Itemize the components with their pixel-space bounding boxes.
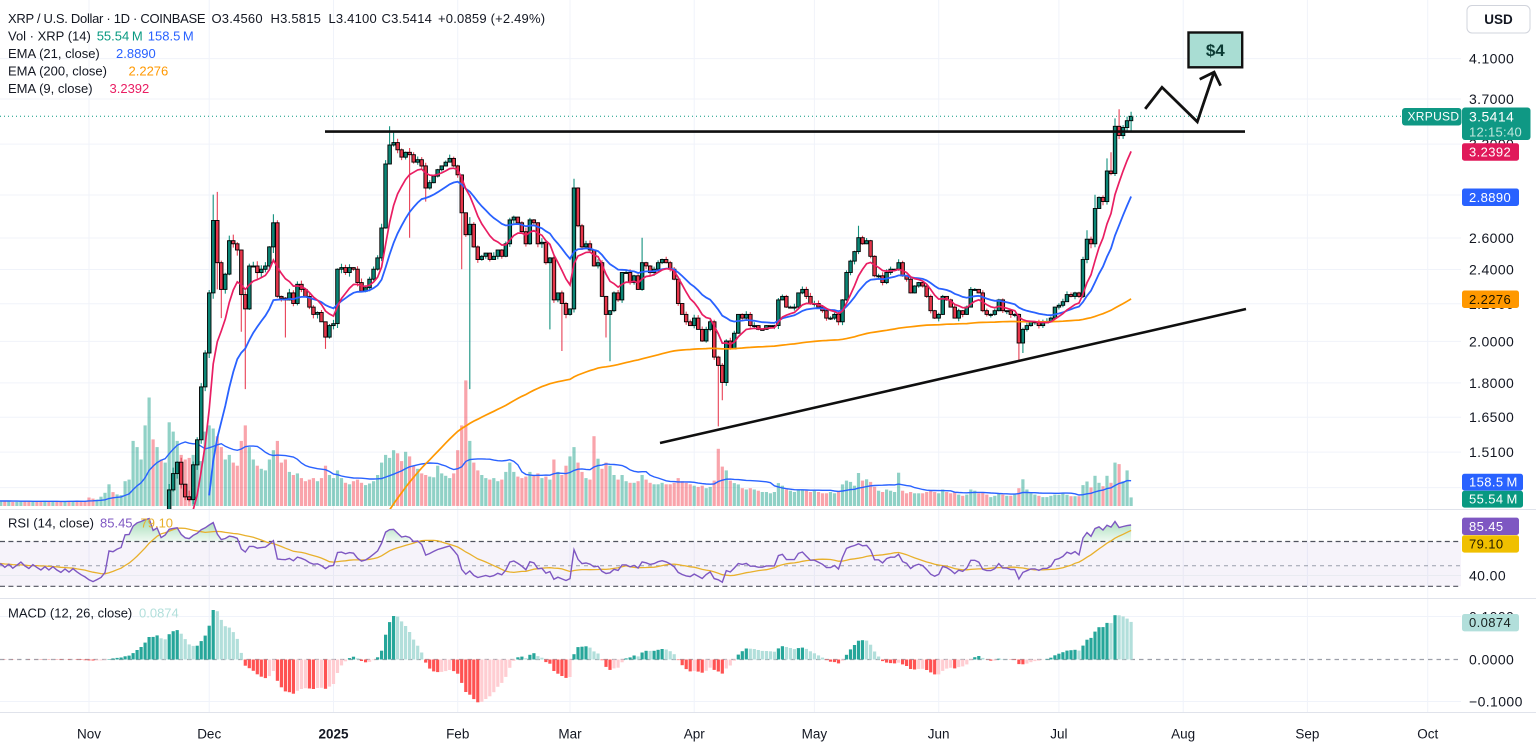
svg-text:2.6000: 2.6000 bbox=[1469, 230, 1514, 246]
svg-text:2025: 2025 bbox=[318, 727, 349, 742]
svg-text:Apr: Apr bbox=[684, 727, 706, 742]
svg-text:XRP / U.S. Dollar · 1D · COINB: XRP / U.S. Dollar · 1D · COINBASE O3.4560… bbox=[8, 11, 545, 26]
svg-text:55.54 M: 55.54 M bbox=[1469, 492, 1518, 507]
svg-text:1.8000: 1.8000 bbox=[1469, 375, 1514, 391]
svg-text:0.0874: 0.0874 bbox=[1469, 615, 1511, 630]
svg-text:Dec: Dec bbox=[197, 727, 221, 742]
svg-text:$4: $4 bbox=[1206, 41, 1225, 60]
svg-text:−0.1000: −0.1000 bbox=[1469, 694, 1523, 710]
svg-text:12:15:40: 12:15:40 bbox=[1469, 125, 1522, 140]
svg-text:MACD (12, 26, close)0.0874: MACD (12, 26, close) 0.0874 bbox=[8, 606, 179, 621]
svg-text:Oct: Oct bbox=[1417, 727, 1438, 742]
svg-text:1.6500: 1.6500 bbox=[1469, 409, 1514, 425]
svg-text:USD: USD bbox=[1484, 12, 1513, 27]
svg-text:Sep: Sep bbox=[1295, 727, 1319, 742]
svg-text:0.0000: 0.0000 bbox=[1469, 652, 1514, 668]
svg-text:79.10: 79.10 bbox=[1469, 536, 1504, 551]
svg-text:3.5414: 3.5414 bbox=[1469, 109, 1514, 125]
svg-text:Mar: Mar bbox=[558, 727, 582, 742]
svg-text:158.5 M: 158.5 M bbox=[1469, 475, 1518, 490]
svg-text:Feb: Feb bbox=[446, 727, 469, 742]
svg-text:Aug: Aug bbox=[1171, 727, 1195, 742]
svg-text:EMA (21, close)2.8890: EMA (21, close) 2.8890 bbox=[8, 46, 156, 61]
svg-text:85.45: 85.45 bbox=[1469, 519, 1504, 534]
svg-text:EMA (9, close)3.2392: EMA (9, close) 3.2392 bbox=[8, 81, 149, 96]
svg-text:EMA (200, close)2.2276: EMA (200, close) 2.2276 bbox=[8, 63, 168, 78]
svg-text:XRPUSD: XRPUSD bbox=[1408, 110, 1460, 124]
svg-text:Nov: Nov bbox=[77, 727, 101, 742]
svg-text:Jun: Jun bbox=[928, 727, 950, 742]
svg-text:40.00: 40.00 bbox=[1469, 568, 1506, 584]
svg-text:2.2276: 2.2276 bbox=[1469, 292, 1511, 307]
svg-text:2.4000: 2.4000 bbox=[1469, 262, 1514, 278]
svg-text:Jul: Jul bbox=[1050, 727, 1067, 742]
svg-text:May: May bbox=[802, 727, 828, 742]
svg-text:2.8890: 2.8890 bbox=[1469, 190, 1511, 205]
svg-text:4.1000: 4.1000 bbox=[1469, 51, 1514, 67]
svg-text:3.7000: 3.7000 bbox=[1469, 91, 1514, 107]
svg-text:2.0000: 2.0000 bbox=[1469, 333, 1514, 349]
svg-text:1.5100: 1.5100 bbox=[1469, 444, 1514, 460]
svg-text:3.2392: 3.2392 bbox=[1469, 144, 1511, 159]
